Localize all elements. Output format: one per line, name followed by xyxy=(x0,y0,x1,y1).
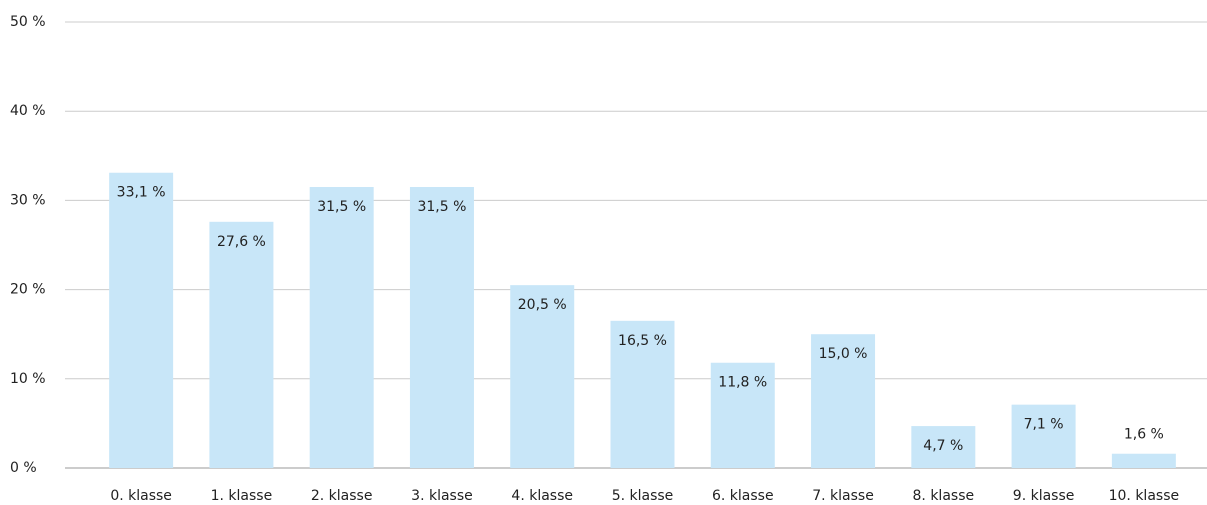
bar xyxy=(510,285,575,468)
bar xyxy=(1111,453,1176,468)
data-label: 20,5 % xyxy=(518,297,567,313)
x-tick-label: 2. klasse xyxy=(311,488,373,504)
bar xyxy=(610,320,675,468)
data-label: 15,0 % xyxy=(819,346,868,362)
x-tick-label: 5. klasse xyxy=(612,488,674,504)
data-label: 27,6 % xyxy=(217,234,266,250)
x-tick-label: 10. klasse xyxy=(1109,488,1180,504)
data-label: 1,6 % xyxy=(1124,427,1164,443)
x-tick-label: 1. klasse xyxy=(211,488,273,504)
y-tick-label: 20 % xyxy=(10,282,46,298)
y-tick-label: 40 % xyxy=(10,103,46,119)
data-label: 7,1 % xyxy=(1024,417,1064,433)
data-label: 33,1 % xyxy=(117,185,166,201)
bar xyxy=(409,187,474,468)
bar xyxy=(209,221,274,468)
y-tick-label: 30 % xyxy=(10,192,46,208)
x-tick-label: 4. klasse xyxy=(511,488,573,504)
y-tick-label: 10 % xyxy=(10,371,46,387)
bar xyxy=(109,172,174,469)
y-tick-label: 0 % xyxy=(10,460,37,476)
x-tick-label: 7. klasse xyxy=(812,488,874,504)
x-tick-label: 6. klasse xyxy=(712,488,774,504)
x-tick-label: 8. klasse xyxy=(913,488,975,504)
bar xyxy=(1011,404,1076,468)
data-label: 31,5 % xyxy=(417,199,466,215)
bar xyxy=(710,362,775,468)
bar xyxy=(309,187,374,468)
x-tick-label: 9. klasse xyxy=(1013,488,1075,504)
y-tick-label: 50 % xyxy=(10,14,46,30)
bar xyxy=(911,426,976,468)
x-tick-label: 3. klasse xyxy=(411,488,473,504)
bar xyxy=(811,334,876,468)
data-label: 16,5 % xyxy=(618,333,667,349)
data-label: 4,7 % xyxy=(923,438,963,454)
data-label: 11,8 % xyxy=(718,375,767,391)
x-tick-label: 0. klasse xyxy=(110,488,172,504)
data-label: 31,5 % xyxy=(317,199,366,215)
